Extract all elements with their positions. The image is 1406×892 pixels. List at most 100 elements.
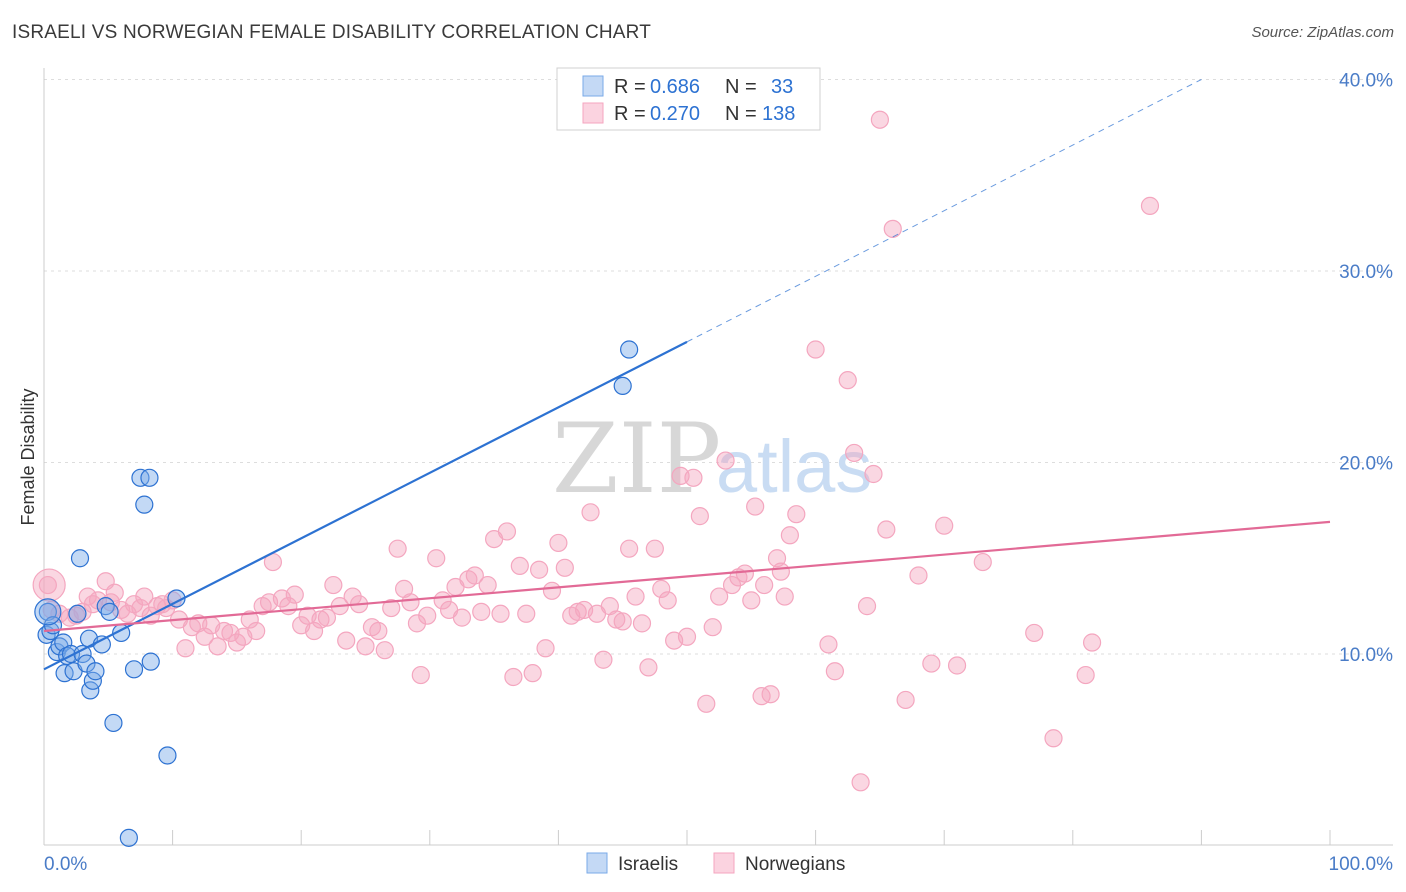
- x-tick-label-start: 0.0%: [44, 854, 87, 875]
- norwegians-points: [32, 110, 1160, 792]
- stats-legend: R = 0.686 N = 33 R = 0.270 N = 138: [556, 67, 821, 131]
- y-tick-label-30: 30.0%: [1339, 262, 1393, 283]
- chart-title: ISRAELI VS NORWEGIAN FEMALE DISABILITY C…: [12, 22, 652, 43]
- norwegians-point: [626, 587, 645, 606]
- norwegians-point: [285, 585, 304, 604]
- norwegians-point: [401, 593, 420, 612]
- israelis-point: [34, 598, 62, 626]
- norwegians-point: [1082, 633, 1102, 652]
- israelis-point: [104, 713, 123, 733]
- y-tick-label-20: 20.0%: [1339, 454, 1393, 475]
- norwegians-point: [639, 658, 658, 677]
- norwegians-point: [240, 610, 259, 629]
- norwegians-point: [504, 667, 523, 687]
- norwegians-point: [922, 654, 941, 673]
- israelis-point: [620, 340, 639, 359]
- norwegians-point: [536, 639, 555, 658]
- israelis-point: [119, 828, 138, 847]
- legend-n-value-2: 138: [762, 103, 795, 125]
- norwegians-point: [337, 631, 356, 650]
- norwegians-point: [356, 637, 375, 656]
- israelis-point: [68, 604, 87, 623]
- norwegians-point: [973, 552, 992, 572]
- norwegians-point: [311, 610, 330, 629]
- legend-n-label-2: N =: [725, 103, 757, 125]
- norwegians-point: [780, 526, 799, 545]
- trend-lines: [43, 79, 1331, 671]
- israelis-point: [100, 602, 119, 621]
- watermark: ZIP atlas: [552, 403, 872, 515]
- norwegians-point: [877, 520, 896, 539]
- norwegians-point: [909, 566, 928, 585]
- legend-r-value-2: 0.270: [650, 103, 700, 125]
- norwegians-point: [767, 549, 787, 568]
- israelis-point: [86, 662, 105, 681]
- norwegians-point: [703, 618, 722, 637]
- norwegians-point: [510, 556, 529, 576]
- norwegians-point: [472, 602, 491, 621]
- israelis-point: [55, 664, 74, 683]
- norwegians-point: [607, 610, 626, 629]
- norwegians-point: [677, 627, 697, 646]
- israelis-trend-extension: [686, 79, 1202, 343]
- norwegians-point: [411, 665, 430, 685]
- gridlines: [44, 79, 1393, 655]
- israelis-point: [613, 376, 632, 395]
- norwegians-point: [857, 597, 877, 616]
- norwegians-point: [1025, 623, 1044, 643]
- x-tick-label-end: 100.0%: [1329, 854, 1394, 875]
- norwegians-point: [594, 650, 613, 669]
- norwegians-point: [697, 694, 716, 713]
- norwegians-point: [806, 340, 825, 359]
- norwegians-point: [176, 639, 195, 658]
- norwegians-point: [761, 685, 780, 704]
- norwegians-point: [838, 371, 857, 390]
- norwegians-point: [845, 443, 864, 463]
- norwegians-point: [427, 549, 446, 568]
- axes: [43, 68, 1393, 846]
- source-label: Source: ZipAtlas.com: [1251, 24, 1394, 41]
- norwegians-point: [870, 110, 890, 129]
- norwegians-point: [645, 539, 664, 558]
- bottom-legend-swatch-israelis: [586, 852, 608, 874]
- norwegians-point: [710, 587, 729, 606]
- israelis-point: [141, 652, 160, 671]
- norwegians-point: [771, 562, 790, 581]
- norwegians-point: [1140, 196, 1160, 215]
- norwegians-point: [418, 606, 437, 625]
- norwegians-point: [478, 575, 497, 595]
- norwegians-point: [517, 604, 536, 623]
- norwegians-trend-line: [43, 520, 1331, 633]
- norwegians-point: [214, 621, 234, 641]
- norwegians-point: [1076, 665, 1095, 685]
- norwegians-point: [568, 602, 587, 621]
- watermark-atlas: atlas: [716, 425, 872, 508]
- norwegians-point: [135, 587, 154, 606]
- watermark-zip: ZIP: [552, 403, 721, 515]
- y-tick-label-10: 10.0%: [1339, 645, 1393, 666]
- norwegians-point: [195, 627, 214, 646]
- norwegians-point: [452, 608, 472, 627]
- israelis-point: [158, 746, 177, 765]
- legend-swatch-israelis: [582, 75, 604, 97]
- legend-r-value-1: 0.686: [650, 76, 700, 98]
- norwegians-point: [317, 608, 337, 627]
- norwegians-point: [684, 468, 703, 487]
- norwegians-point: [735, 564, 754, 583]
- norwegians-point: [825, 662, 844, 681]
- norwegians-point: [549, 533, 568, 553]
- norwegians-point: [38, 575, 57, 595]
- israelis-point: [124, 660, 144, 679]
- legend-n-label-1: N =: [725, 76, 757, 98]
- norwegians-point: [658, 591, 677, 610]
- legend-swatch-norwegians: [582, 102, 604, 124]
- norwegians-point: [497, 522, 517, 541]
- norwegians-point: [716, 451, 735, 470]
- israelis-point: [70, 549, 90, 568]
- norwegians-point: [32, 568, 66, 602]
- norwegians-point: [746, 497, 765, 516]
- bottom-legend-norwegians: Norwegians: [745, 854, 845, 875]
- norwegians-point: [382, 598, 401, 618]
- norwegians-point: [208, 637, 227, 656]
